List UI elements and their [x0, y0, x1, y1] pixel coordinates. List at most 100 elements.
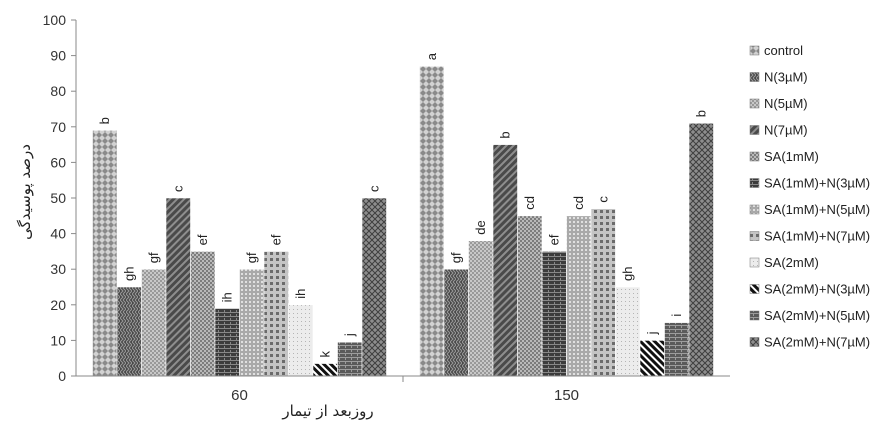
- bar-data-label: b: [97, 117, 112, 124]
- bar-60-1: [116, 286, 142, 377]
- legend-label: SA(1mM)+N(3µM): [764, 176, 870, 191]
- bar-60-3: [165, 197, 191, 377]
- legend-item: SA(1mM)+N(5µM): [749, 202, 870, 217]
- bar-60-11: [361, 197, 387, 377]
- bar-data-label: c: [366, 185, 381, 192]
- legend-swatch: [749, 257, 760, 268]
- bar-data-label: cd: [571, 196, 586, 210]
- legend-item: control: [749, 43, 803, 58]
- bar-150-4: [517, 215, 543, 377]
- bar-60-5: [214, 308, 240, 377]
- legend-item: N(3µM): [749, 70, 808, 85]
- legend-label: N(3µM): [764, 70, 808, 85]
- y-tick-label: 40: [50, 226, 66, 242]
- legend-label: SA(2mM)+N(3µM): [764, 282, 870, 297]
- bar-data-label: j: [342, 333, 357, 337]
- legend: control N(3µM) N(5µM) N(7µM) SA(1mM) SA(1mM)+…: [749, 43, 870, 350]
- legend-item: SA(1mM)+N(3µM): [749, 176, 870, 191]
- legend-swatch: [749, 337, 760, 347]
- legend-item: N(7µM): [749, 123, 808, 138]
- bar-data-label: k: [317, 351, 332, 358]
- bar-60-2: [141, 268, 167, 377]
- bar-60-9: [312, 363, 338, 377]
- legend-swatch: [749, 125, 760, 135]
- legend-label: SA(2mM)+N(5µM): [764, 308, 870, 323]
- legend-item: SA(2mM)+N(3µM): [749, 282, 870, 297]
- legend-item: SA(1mM)+N(7µM): [749, 229, 870, 244]
- bar-data-label: b: [693, 110, 708, 117]
- bar-60-10: [337, 341, 363, 377]
- bar-60-8: [288, 304, 314, 377]
- legend-swatch: [749, 310, 760, 321]
- legend-item: N(5µM): [749, 96, 808, 111]
- y-tick-label: 80: [50, 83, 66, 99]
- bar-150-5: [541, 251, 567, 377]
- bar-150-1: [443, 268, 469, 377]
- legend-label: N(7µM): [764, 123, 808, 138]
- x-axis: 60 150: [76, 375, 730, 404]
- bar-60-0: [92, 130, 118, 377]
- y-tick-label: 50: [50, 190, 66, 206]
- legend-item: SA(2mM)+N(7µM): [749, 335, 870, 350]
- bar-data-label: gf: [146, 252, 161, 263]
- bar-150-9: [639, 340, 665, 377]
- y-tick-label: 30: [50, 261, 66, 277]
- bar-60-7: [263, 251, 289, 377]
- legend-swatch: [749, 98, 760, 109]
- bar-data-label: i: [669, 314, 684, 317]
- bar-data-label: c: [170, 185, 185, 192]
- bar-150-10: [664, 322, 690, 377]
- legend-swatch: [749, 151, 760, 162]
- x-tick-label: 60: [231, 387, 248, 404]
- bar-150-8: [615, 286, 641, 377]
- bar-data-label: cd: [522, 196, 537, 210]
- legend-item: SA(2mM)+N(5µM): [749, 308, 870, 323]
- bars-layer: [92, 65, 714, 377]
- legend-item: SA(1mM): [749, 149, 819, 164]
- legend-swatch: [749, 45, 760, 56]
- bar-data-label: ef: [546, 234, 561, 245]
- bar-data-label: a: [424, 52, 439, 60]
- legend-swatch: [749, 178, 760, 188]
- y-tick-label: 20: [50, 297, 66, 313]
- legend-label: N(5µM): [764, 96, 808, 111]
- bar-150-0: [419, 65, 445, 377]
- bar-data-label: ih: [293, 289, 308, 299]
- bar-data-label: gh: [121, 267, 136, 281]
- y-tick-label: 70: [50, 119, 66, 135]
- bar-data-label: ef: [195, 234, 210, 245]
- legend-swatch: [749, 72, 760, 82]
- y-axis: 0 10 20 30 40 50 60 70 80 90 100: [43, 12, 77, 384]
- y-tick-label: 90: [50, 48, 66, 64]
- bar-150-3: [492, 144, 518, 377]
- bar-150-7: [590, 208, 616, 377]
- legend-swatch: [749, 204, 760, 215]
- bar-data-label: de: [473, 220, 488, 234]
- y-tick-label: 0: [58, 368, 66, 384]
- legend-label: SA(1mM): [764, 149, 819, 164]
- bar-150-2: [468, 240, 494, 377]
- bar-data-label: ef: [268, 234, 283, 245]
- legend-label: control: [764, 43, 803, 58]
- bar-data-label: c: [595, 196, 610, 203]
- bar-60-6: [239, 268, 265, 377]
- bar-data-label: gf: [448, 252, 463, 263]
- bar-data-label: gf: [244, 252, 259, 263]
- x-axis-title: روزبعد از تیمار: [281, 402, 373, 420]
- bar-data-label: j: [644, 331, 659, 335]
- bar-data-label: gh: [620, 267, 635, 281]
- y-tick-label: 100: [43, 12, 67, 28]
- bar-150-11: [688, 122, 714, 377]
- legend-swatch: [749, 284, 760, 294]
- legend-label: SA(2mM)+N(7µM): [764, 335, 870, 350]
- legend-label: SA(1mM)+N(7µM): [764, 229, 870, 244]
- y-tick-label: 10: [50, 332, 66, 348]
- y-axis-title: درصد پوسیدگی: [16, 144, 35, 240]
- legend-label: SA(1mM)+N(5µM): [764, 202, 870, 217]
- bar-data-label: b: [497, 131, 512, 138]
- x-tick-label: 150: [554, 387, 579, 404]
- bar-data-label: ih: [219, 292, 234, 302]
